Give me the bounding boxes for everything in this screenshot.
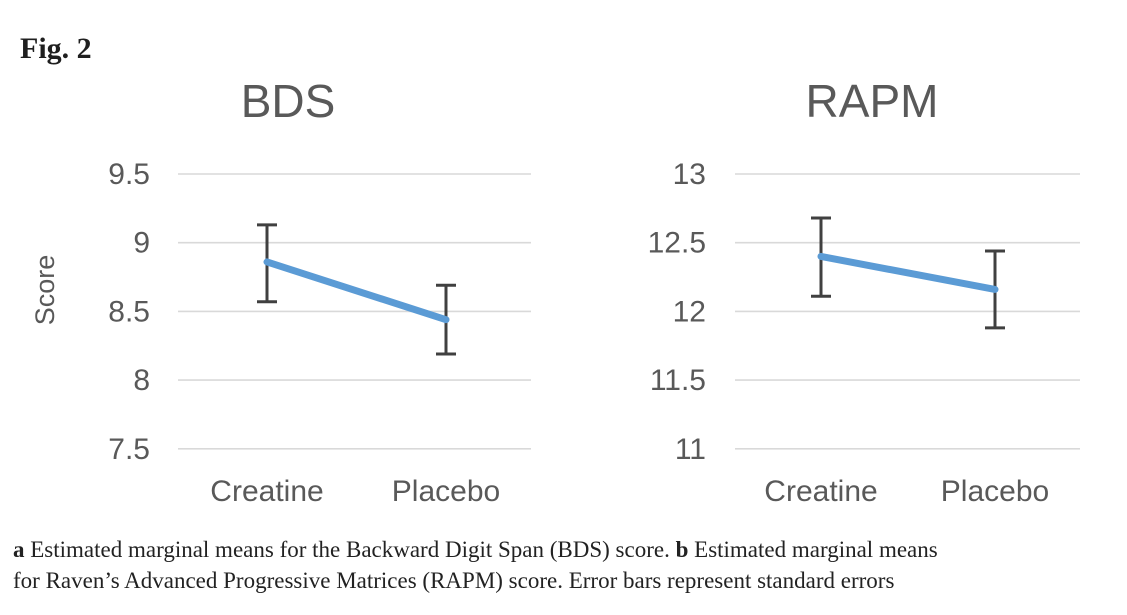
y-tick-label: 9.5	[108, 158, 150, 191]
x-category-label: Placebo	[941, 475, 1049, 508]
y-tick-label: 8.5	[108, 295, 150, 328]
x-category-label: Placebo	[392, 475, 500, 508]
caption-panel-a-text: Estimated marginal means for the Backwar…	[24, 537, 676, 562]
y-tick-label: 12.5	[648, 227, 706, 260]
caption-line-2: for Raven’s Advanced Progressive Matrice…	[13, 568, 895, 593]
chart-title: BDS	[241, 75, 336, 127]
caption-panel-b-text: Estimated marginal means	[688, 537, 938, 562]
series-line	[817, 252, 999, 293]
chart-panel-rapm: 13 12.5 12 11.5 11 RAPM Creatine Placebo	[648, 75, 1080, 508]
x-category-label: Creatine	[210, 475, 323, 508]
x-category-label: Creatine	[764, 475, 877, 508]
y-tick-label: 12	[673, 295, 706, 328]
chart-panel-bds: 9.5 9 8.5 8 7.5 BDS Score Creatine Placebo	[30, 75, 531, 508]
y-tick-label: 7.5	[108, 433, 150, 466]
y-tick-label: 11.5	[650, 364, 706, 397]
y-tick-label: 11	[675, 433, 706, 466]
y-axis-label: Score	[30, 255, 60, 326]
chart-title: RAPM	[806, 75, 939, 127]
charts-canvas: 9.5 9 8.5 8 7.5 BDS Score Creatine Placebo 13 12.5…	[30, 75, 1080, 508]
series-line	[263, 258, 450, 324]
figure-label: Fig. 2	[20, 32, 92, 65]
caption-line-1: a Estimated marginal means for the Backw…	[13, 534, 1123, 565]
caption-panel-a-label: a	[13, 537, 25, 562]
figure-caption: a Estimated marginal means for the Backw…	[13, 534, 1123, 596]
y-tick-label: 9	[133, 227, 150, 260]
caption-panel-b-label: b	[675, 537, 689, 562]
y-tick-label: 13	[673, 158, 706, 191]
y-tick-label: 8	[133, 364, 150, 397]
